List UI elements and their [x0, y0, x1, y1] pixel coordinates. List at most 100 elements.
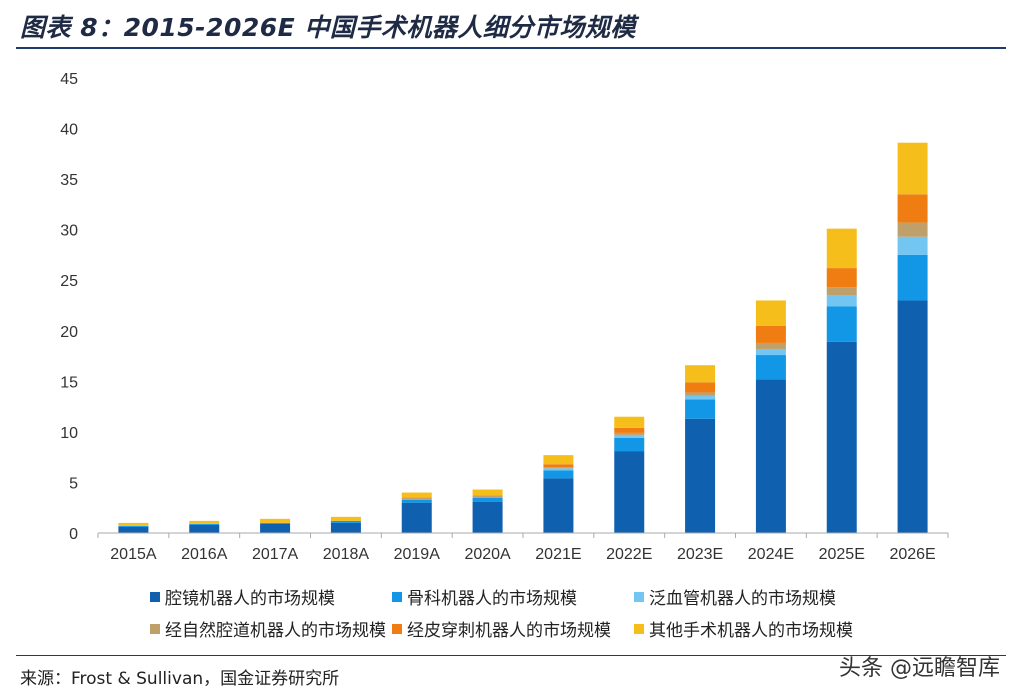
legend-item: 骨科机器人的市场规模 — [392, 584, 577, 609]
x-tick-label: 2019A — [394, 546, 441, 563]
bar-segment — [614, 451, 645, 533]
bar-segment — [897, 300, 928, 533]
bar-segment — [472, 496, 503, 498]
bar-segment — [543, 470, 574, 479]
bar-segment — [685, 418, 716, 533]
x-tick-label: 2017A — [252, 546, 299, 563]
bar-segment — [118, 522, 149, 526]
x-tick-label: 2026E — [889, 546, 935, 563]
bar-segment — [472, 495, 503, 497]
x-tick-label: 2015A — [110, 546, 157, 563]
chart-title: 图表 8：2015-2026E 中国手术机器人细分市场规模 — [20, 13, 636, 42]
source-note: 来源：Frost & Sullivan，国金证券研究所 — [20, 669, 340, 689]
y-tick-label: 35 — [60, 172, 78, 189]
bar-segment — [897, 222, 928, 237]
bar-segment — [755, 348, 786, 356]
bar-segment — [401, 499, 432, 503]
bar-segment — [685, 392, 716, 396]
y-tick-label: 20 — [60, 324, 78, 341]
x-tick-label: 2021E — [535, 546, 581, 563]
legend-item: 泛血管机器人的市场规模 — [634, 584, 836, 609]
bar-segment — [614, 416, 645, 428]
legend-swatch — [634, 623, 644, 634]
bar-segment — [826, 287, 857, 296]
bar-segment — [472, 489, 503, 496]
legend-swatch — [150, 591, 160, 602]
legend-label: 经自然腔道机器人的市场规模 — [165, 621, 386, 641]
bar-segment — [260, 523, 291, 533]
bar-segment — [543, 478, 574, 533]
x-tick-label: 2016A — [181, 546, 228, 563]
legend-label: 腔镜机器人的市场规模 — [165, 589, 335, 609]
x-tick-label: 2024E — [748, 546, 794, 563]
legend-item: 经皮穿刺机器人的市场规模 — [392, 616, 611, 641]
y-tick-label: 40 — [60, 122, 78, 139]
x-tick-label: 2020A — [464, 546, 511, 563]
bar-segment — [260, 522, 291, 524]
bar-segment — [189, 524, 220, 533]
bar-segment — [189, 520, 220, 524]
bar-segment — [472, 497, 503, 502]
legend-swatch — [634, 591, 644, 602]
legend-swatch — [392, 591, 402, 602]
y-tick-label: 10 — [60, 425, 78, 442]
legend-label: 经皮穿刺机器人的市场规模 — [407, 621, 611, 641]
legend-label: 其他手术机器人的市场规模 — [649, 621, 853, 641]
bar-segment — [826, 306, 857, 342]
bar-segment — [755, 355, 786, 380]
bar-segment — [401, 498, 432, 500]
bar-segment — [614, 432, 645, 435]
bar-segment — [401, 502, 432, 533]
bars — [118, 142, 928, 533]
bar-segment — [118, 526, 149, 533]
bar-segment — [755, 300, 786, 326]
y-tick-label: 5 — [69, 475, 78, 492]
bar-segment — [260, 518, 291, 523]
legend-swatch — [150, 623, 160, 634]
bar-segment — [614, 427, 645, 433]
y-tick-label: 0 — [69, 526, 78, 543]
x-tick-label: 2018A — [323, 546, 370, 563]
bar-segment — [755, 325, 786, 343]
x-axis: 2015A 2016A 2017A 2018A 2019A 2020A 2021E 2022E… — [97, 532, 949, 563]
watermark: 头条 @远瞻智库 — [839, 656, 1000, 681]
bar-segment — [826, 228, 857, 269]
bar-segment — [897, 194, 928, 223]
bar-segment — [685, 399, 716, 419]
bar-segment — [330, 520, 361, 523]
bar-segment — [897, 142, 928, 195]
title-divider — [16, 47, 1006, 49]
bar-segment — [755, 342, 786, 349]
bar-segment — [472, 501, 503, 533]
y-tick-label: 45 — [60, 71, 78, 88]
bar-segment — [897, 254, 928, 301]
x-tick-label: 2023E — [677, 546, 723, 563]
bar-segment — [614, 434, 645, 438]
bar-segment — [826, 268, 857, 288]
bar-segment — [543, 464, 574, 468]
bar-segment — [330, 522, 361, 533]
bar-segment — [614, 437, 645, 452]
bar-segment — [685, 382, 716, 393]
y-tick-label: 15 — [60, 374, 78, 391]
legend-label: 骨科机器人的市场规模 — [407, 589, 577, 609]
legend-item: 经自然腔道机器人的市场规模 — [150, 616, 386, 641]
legend-item: 腔镜机器人的市场规模 — [150, 584, 335, 609]
bar-segment — [401, 492, 432, 498]
y-tick-label: 25 — [60, 273, 78, 290]
bar-segment — [330, 516, 361, 521]
bar-segment — [543, 455, 574, 465]
bar-segment — [685, 365, 716, 383]
legend-label: 泛血管机器人的市场规模 — [649, 589, 836, 609]
y-tick-label: 30 — [60, 223, 78, 240]
y-axis: 0 5 10 15 20 25 30 35 40 45 — [60, 71, 78, 543]
x-tick-label: 2025E — [819, 546, 865, 563]
bar-segment — [118, 525, 149, 527]
x-tick-label: 2022E — [606, 546, 652, 563]
legend-item: 其他手术机器人的市场规模 — [634, 616, 853, 641]
bar-segment — [755, 379, 786, 533]
bar-segment — [543, 467, 574, 469]
source-divider — [16, 655, 1006, 656]
bar-segment — [685, 395, 716, 400]
